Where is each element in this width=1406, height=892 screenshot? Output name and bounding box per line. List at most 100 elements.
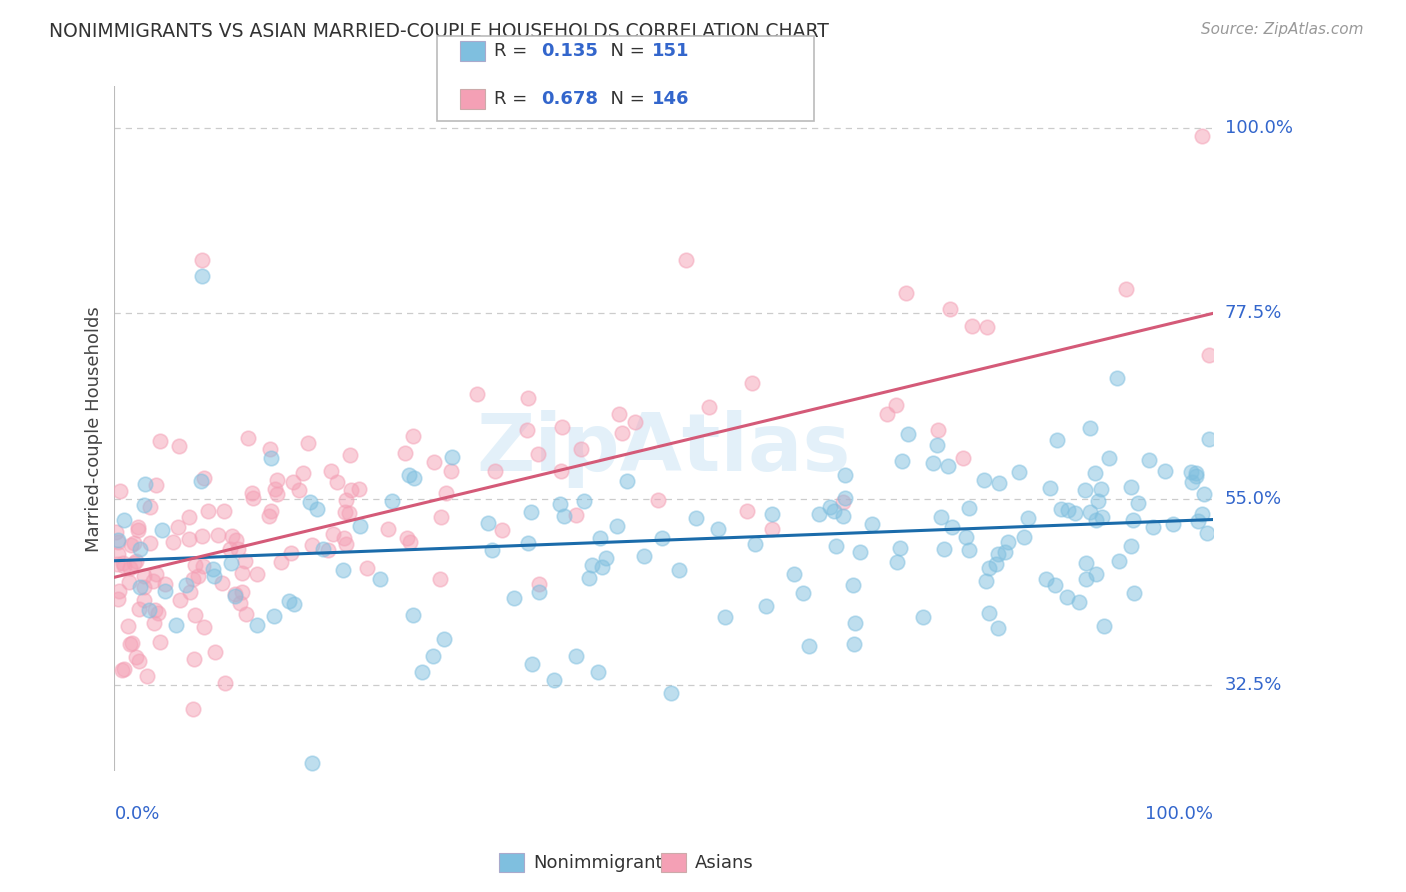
Point — [997, 535, 1019, 549]
Point — [1097, 450, 1119, 465]
Point — [520, 657, 543, 671]
Point — [595, 550, 617, 565]
Point — [301, 538, 323, 552]
Point — [477, 516, 499, 530]
Text: 100.0%: 100.0% — [1146, 805, 1213, 823]
Point — [834, 468, 856, 483]
Point — [356, 561, 378, 575]
Point — [297, 436, 319, 450]
Point — [929, 509, 952, 524]
Point — [398, 467, 420, 482]
Point — [259, 442, 281, 456]
Point — [491, 523, 513, 537]
Point — [183, 702, 205, 716]
Point — [565, 648, 588, 663]
Point — [1035, 572, 1057, 586]
Point — [1064, 507, 1087, 521]
Point — [675, 252, 697, 267]
Point — [301, 756, 323, 770]
Point — [278, 594, 301, 608]
Point — [957, 542, 980, 557]
Point — [134, 593, 156, 607]
Point — [955, 530, 977, 544]
Point — [149, 434, 172, 448]
Point — [122, 536, 145, 550]
Point — [422, 648, 444, 663]
Point — [291, 467, 314, 481]
Point — [179, 509, 201, 524]
Point — [761, 507, 783, 521]
Point — [516, 391, 538, 405]
Point — [429, 510, 451, 524]
Text: Nonimmigrants: Nonimmigrants — [533, 854, 672, 871]
Point — [1161, 517, 1184, 532]
Point — [1050, 502, 1073, 516]
Point — [977, 561, 1000, 575]
Point — [911, 610, 934, 624]
Point — [527, 447, 550, 461]
Point — [402, 471, 425, 485]
Point — [581, 558, 603, 573]
Point — [226, 541, 249, 556]
Point — [1076, 572, 1098, 586]
Point — [844, 616, 866, 631]
Point — [984, 557, 1007, 571]
Point — [120, 538, 142, 552]
Point — [263, 608, 285, 623]
Point — [761, 522, 783, 536]
Point — [107, 547, 129, 561]
Point — [162, 535, 184, 549]
Point — [231, 566, 253, 580]
Point — [263, 482, 285, 496]
Point — [257, 509, 280, 524]
Text: 151: 151 — [652, 42, 690, 60]
Point — [165, 617, 187, 632]
Point — [233, 554, 256, 568]
Point — [167, 520, 190, 534]
Point — [607, 407, 630, 421]
Text: 0.678: 0.678 — [541, 90, 599, 108]
Point — [550, 464, 572, 478]
Point — [876, 407, 898, 421]
Point — [225, 533, 247, 547]
Point — [1074, 483, 1097, 497]
Point — [1085, 513, 1108, 527]
Point — [134, 476, 156, 491]
Point — [844, 637, 866, 651]
Point — [1083, 466, 1105, 480]
Point — [266, 473, 288, 487]
Point — [197, 504, 219, 518]
Point — [973, 473, 995, 487]
Point — [1192, 486, 1215, 500]
Point — [1012, 530, 1035, 544]
Point — [120, 637, 142, 651]
Point — [610, 425, 633, 440]
Point — [659, 685, 682, 699]
Point — [429, 572, 451, 586]
Point — [312, 542, 335, 557]
Point — [1091, 509, 1114, 524]
Point — [831, 509, 853, 524]
Point — [1090, 482, 1112, 496]
Point — [305, 501, 328, 516]
Point — [332, 563, 354, 577]
Point — [1126, 496, 1149, 510]
Point — [298, 495, 321, 509]
Point — [957, 501, 980, 516]
Point — [927, 438, 949, 452]
Point — [818, 500, 841, 514]
Point — [1046, 434, 1069, 448]
Point — [685, 510, 707, 524]
Point — [259, 504, 281, 518]
Text: R =: R = — [494, 90, 533, 108]
Point — [326, 475, 349, 489]
Point — [936, 459, 959, 474]
Point — [377, 522, 399, 536]
Text: Source: ZipAtlas.com: Source: ZipAtlas.com — [1201, 22, 1364, 37]
Y-axis label: Married-couple Households: Married-couple Households — [86, 306, 103, 551]
Point — [260, 450, 283, 465]
Point — [283, 598, 305, 612]
Point — [124, 557, 146, 571]
Point — [1115, 282, 1137, 296]
Point — [952, 450, 974, 465]
